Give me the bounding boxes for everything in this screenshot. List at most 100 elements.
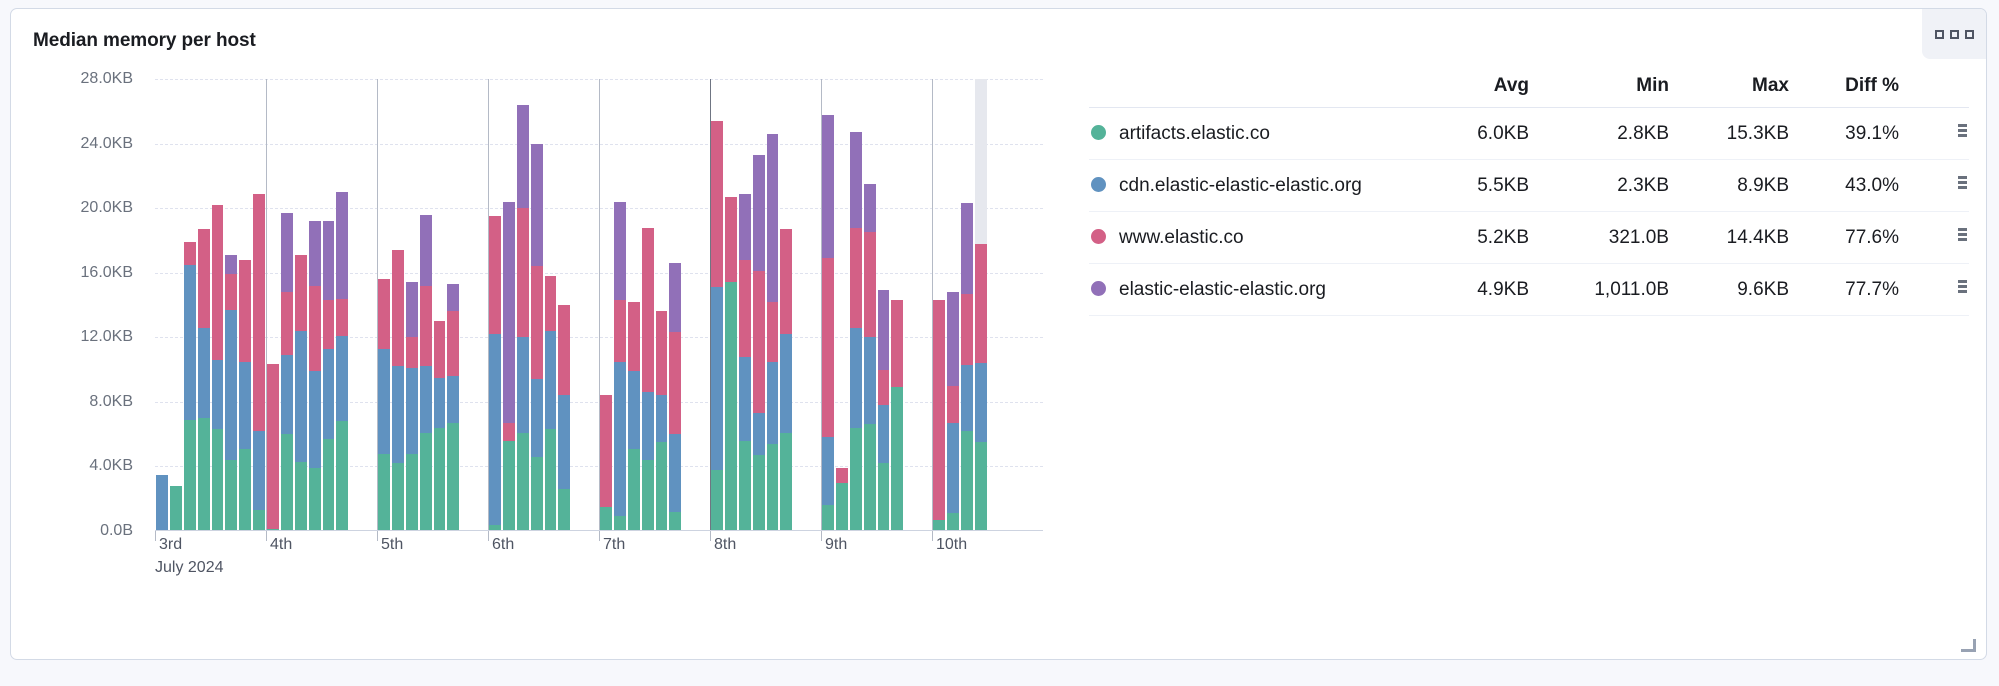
bar-segment[interactable]	[946, 385, 959, 423]
bar-segment[interactable]	[627, 371, 640, 449]
bar-segment[interactable]	[766, 361, 779, 444]
bar-segment[interactable]	[211, 204, 224, 360]
bar-segment[interactable]	[752, 154, 765, 272]
bar-stack[interactable]	[544, 275, 557, 531]
bar-segment[interactable]	[294, 330, 307, 462]
bar-stack[interactable]	[169, 485, 182, 531]
bar-segment[interactable]	[433, 377, 446, 428]
bar-stack[interactable]	[627, 301, 640, 531]
bar-stack[interactable]	[419, 214, 432, 531]
bar-segment[interactable]	[267, 528, 279, 531]
bar-segment[interactable]	[669, 511, 682, 531]
bar-segment[interactable]	[447, 284, 460, 312]
bar-segment[interactable]	[766, 133, 779, 302]
bar-stack[interactable]	[267, 363, 279, 531]
bar-segment[interactable]	[405, 282, 418, 338]
bar-segment[interactable]	[239, 361, 252, 449]
bar-segment[interactable]	[405, 337, 418, 368]
bar-segment[interactable]	[225, 274, 238, 310]
bar-segment[interactable]	[822, 258, 834, 438]
bar-segment[interactable]	[933, 519, 945, 531]
bar-stack[interactable]	[613, 201, 626, 531]
bar-segment[interactable]	[946, 513, 959, 531]
bar-segment[interactable]	[391, 250, 404, 367]
col-header-diff[interactable]: Diff %	[1789, 69, 1899, 108]
bar-stack[interactable]	[447, 284, 460, 531]
bar-segment[interactable]	[447, 311, 460, 377]
bar-segment[interactable]	[891, 300, 904, 388]
bar-segment[interactable]	[516, 104, 529, 209]
bar-segment[interactable]	[502, 422, 515, 441]
bar-segment[interactable]	[183, 242, 196, 265]
bar-segment[interactable]	[419, 366, 432, 433]
bar-segment[interactable]	[863, 424, 876, 531]
bar-segment[interactable]	[294, 254, 307, 331]
bar-segment[interactable]	[211, 429, 224, 531]
series-name-cell[interactable]: elastic-elastic-elastic.org	[1089, 263, 1409, 316]
bar-segment[interactable]	[669, 263, 682, 333]
bar-segment[interactable]	[267, 363, 279, 529]
col-header-min[interactable]: Min	[1529, 69, 1669, 108]
drag-grip-icon[interactable]	[1955, 174, 1969, 191]
bar-segment[interactable]	[502, 201, 515, 423]
bar-segment[interactable]	[391, 366, 404, 464]
col-header-avg[interactable]: Avg	[1409, 69, 1529, 108]
bar-segment[interactable]	[613, 300, 626, 362]
bar-stack[interactable]	[322, 221, 335, 531]
bar-stack[interactable]	[641, 227, 654, 531]
bar-segment[interactable]	[641, 227, 654, 393]
bar-segment[interactable]	[641, 459, 654, 531]
bar-chart[interactable]: 0.0B 4.0KB 8.0KB 12.0KB 16.0KB 20.0KB 24.0KB 28…	[21, 61, 1081, 631]
bar-segment[interactable]	[613, 361, 626, 517]
legend-table[interactable]: Avg Min Max Diff % artifacts.elastic.co 6…	[1089, 69, 1969, 316]
bar-segment[interactable]	[156, 474, 168, 531]
bar-stack[interactable]	[822, 114, 834, 531]
bar-stack[interactable]	[239, 259, 252, 531]
bar-segment[interactable]	[766, 301, 779, 362]
bar-stack[interactable]	[253, 193, 265, 531]
bar-segment[interactable]	[960, 203, 973, 294]
bar-stack[interactable]	[308, 221, 321, 531]
bar-segment[interactable]	[322, 221, 335, 301]
bar-stack[interactable]	[752, 154, 765, 531]
bar-segment[interactable]	[197, 327, 210, 418]
bar-segment[interactable]	[600, 395, 612, 507]
bar-segment[interactable]	[378, 279, 390, 349]
bar-segment[interactable]	[877, 463, 890, 531]
bar-stack[interactable]	[946, 292, 959, 531]
bar-stack[interactable]	[738, 193, 751, 531]
bar-segment[interactable]	[516, 208, 529, 338]
bar-segment[interactable]	[336, 335, 349, 422]
bar-stack[interactable]	[433, 321, 446, 531]
bar-segment[interactable]	[822, 114, 834, 259]
bar-segment[interactable]	[544, 275, 557, 331]
bar-segment[interactable]	[946, 292, 959, 386]
bar-segment[interactable]	[558, 395, 571, 490]
bar-segment[interactable]	[669, 434, 682, 512]
bar-segment[interactable]	[655, 442, 668, 531]
bar-segment[interactable]	[419, 214, 432, 286]
bar-segment[interactable]	[558, 489, 571, 531]
bar-stack[interactable]	[669, 263, 682, 531]
bar-stack[interactable]	[294, 254, 307, 531]
bar-segment[interactable]	[447, 422, 460, 531]
bar-stack[interactable]	[197, 229, 210, 531]
bar-segment[interactable]	[336, 298, 349, 336]
bar-segment[interactable]	[336, 192, 349, 299]
bar-segment[interactable]	[849, 132, 862, 228]
bar-segment[interactable]	[294, 461, 307, 531]
bar-segment[interactable]	[780, 432, 793, 531]
bar-segment[interactable]	[308, 468, 321, 531]
bar-segment[interactable]	[391, 463, 404, 531]
bar-segment[interactable]	[655, 311, 668, 396]
bar-stack[interactable]	[530, 143, 543, 531]
drag-grip-icon[interactable]	[1955, 226, 1969, 243]
bar-segment[interactable]	[766, 443, 779, 531]
bar-segment[interactable]	[835, 468, 848, 483]
bar-stack[interactable]	[863, 183, 876, 531]
bar-segment[interactable]	[600, 506, 612, 531]
bar-stack[interactable]	[600, 395, 612, 531]
bar-stack[interactable]	[280, 213, 293, 531]
bar-segment[interactable]	[613, 201, 626, 301]
bar-segment[interactable]	[974, 243, 987, 364]
